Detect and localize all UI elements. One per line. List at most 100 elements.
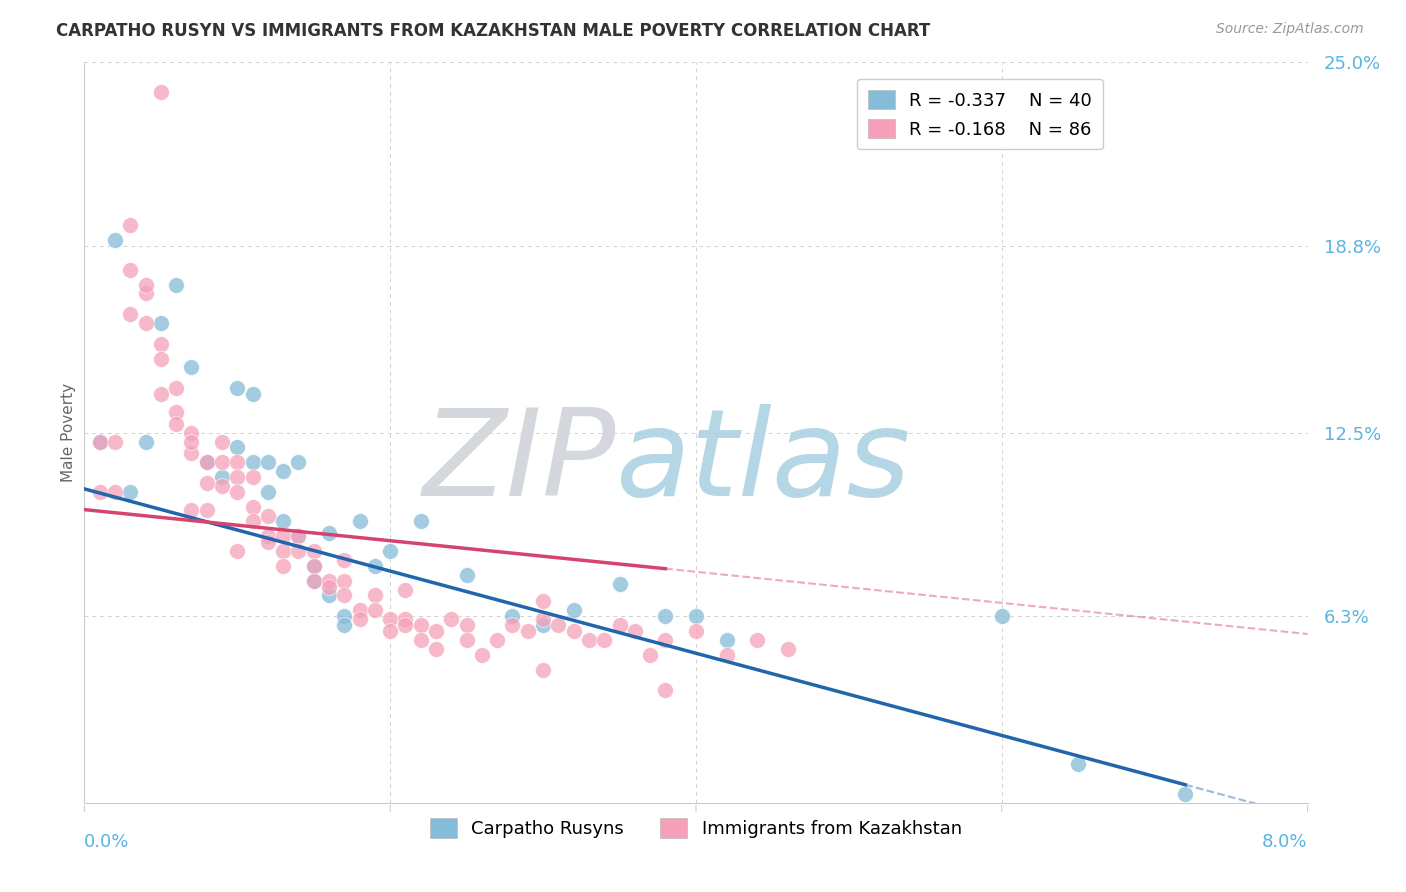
Point	[165, 381, 187, 395]
Point	[195, 475, 218, 490]
Point	[318, 580, 340, 594]
Point	[638, 648, 661, 662]
Point	[180, 360, 202, 375]
Point	[271, 529, 294, 543]
Point	[120, 219, 142, 233]
Point	[149, 316, 172, 330]
Point	[271, 558, 294, 573]
Point	[318, 589, 340, 603]
Point	[531, 618, 554, 632]
Point	[257, 529, 280, 543]
Point	[562, 624, 585, 638]
Point	[149, 85, 172, 99]
Text: 0.0%: 0.0%	[84, 833, 129, 851]
Y-axis label: Male Poverty: Male Poverty	[60, 383, 76, 483]
Text: 8.0%: 8.0%	[1263, 833, 1308, 851]
Point	[302, 574, 325, 588]
Point	[257, 484, 280, 499]
Point	[211, 470, 233, 484]
Point	[471, 648, 494, 662]
Point	[104, 233, 127, 247]
Point	[302, 558, 325, 573]
Point	[211, 434, 233, 449]
Point	[135, 286, 157, 301]
Point	[333, 618, 356, 632]
Point	[380, 612, 402, 626]
Point	[318, 574, 340, 588]
Point	[302, 544, 325, 558]
Point	[89, 434, 111, 449]
Point	[654, 683, 676, 698]
Point	[89, 484, 111, 499]
Point	[425, 624, 447, 638]
Point	[776, 641, 799, 656]
Point	[242, 500, 264, 514]
Point	[456, 618, 478, 632]
Point	[380, 544, 402, 558]
Point	[135, 316, 157, 330]
Point	[226, 381, 249, 395]
Point	[516, 624, 538, 638]
Point	[380, 624, 402, 638]
Point	[333, 553, 356, 567]
Point	[104, 484, 127, 499]
Point	[242, 515, 264, 529]
Point	[302, 574, 325, 588]
Point	[149, 336, 172, 351]
Point	[531, 594, 554, 608]
Point	[486, 632, 509, 647]
Point	[456, 567, 478, 582]
Point	[242, 455, 264, 469]
Point	[409, 618, 432, 632]
Point	[195, 455, 218, 469]
Point	[394, 582, 416, 597]
Point	[226, 470, 249, 484]
Point	[180, 446, 202, 460]
Point	[287, 544, 309, 558]
Point	[226, 544, 249, 558]
Point	[195, 502, 218, 516]
Point	[531, 663, 554, 677]
Point	[242, 470, 264, 484]
Point	[531, 612, 554, 626]
Point	[180, 425, 202, 440]
Point	[302, 558, 325, 573]
Point	[257, 508, 280, 523]
Point	[349, 603, 371, 617]
Point	[135, 434, 157, 449]
Point	[149, 351, 172, 366]
Point	[287, 529, 309, 543]
Point	[747, 632, 769, 647]
Point	[409, 632, 432, 647]
Point	[654, 632, 676, 647]
Point	[425, 641, 447, 656]
Point	[271, 464, 294, 478]
Point	[318, 526, 340, 541]
Text: ZIP: ZIP	[423, 404, 616, 521]
Point	[120, 262, 142, 277]
Point	[226, 455, 249, 469]
Point	[180, 502, 202, 516]
Point	[349, 515, 371, 529]
Point	[716, 632, 738, 647]
Point	[149, 387, 172, 401]
Point	[165, 277, 187, 292]
Point	[226, 484, 249, 499]
Point	[685, 609, 707, 624]
Point	[364, 558, 387, 573]
Point	[1067, 757, 1090, 772]
Point	[394, 618, 416, 632]
Point	[333, 609, 356, 624]
Point	[165, 417, 187, 431]
Point	[226, 441, 249, 455]
Point	[89, 434, 111, 449]
Point	[242, 387, 264, 401]
Point	[502, 609, 524, 624]
Text: Source: ZipAtlas.com: Source: ZipAtlas.com	[1216, 22, 1364, 37]
Point	[609, 618, 631, 632]
Point	[333, 574, 356, 588]
Text: atlas: atlas	[616, 404, 912, 521]
Point	[195, 455, 218, 469]
Point	[120, 484, 142, 499]
Point	[271, 515, 294, 529]
